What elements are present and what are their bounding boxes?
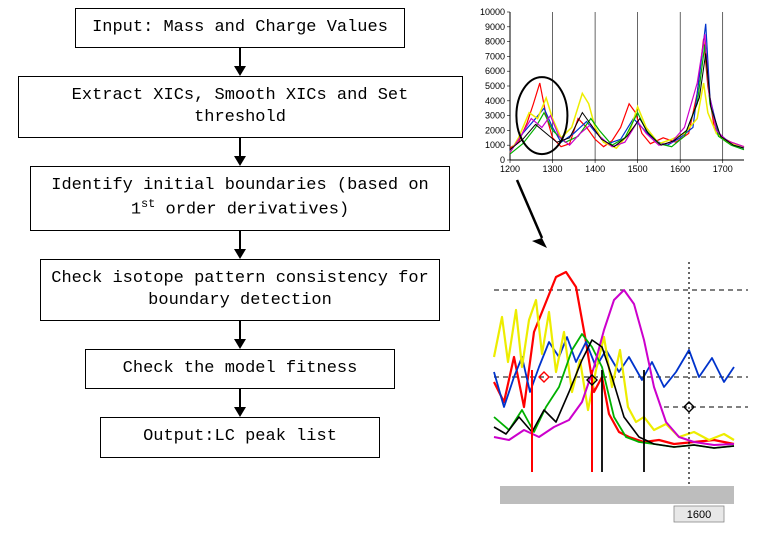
svg-text:9000: 9000	[485, 22, 505, 32]
flowchart: Input: Mass and Charge Values Extract XI…	[15, 8, 465, 458]
svg-text:1600: 1600	[687, 509, 711, 521]
flow-arrow	[15, 48, 465, 76]
flow-box-boundaries: Identify initial boundaries (based on 1s…	[30, 166, 450, 231]
svg-text:6000: 6000	[485, 66, 505, 76]
svg-text:1400: 1400	[585, 164, 605, 174]
flow-box-isotope: Check isotope pattern consistency for bo…	[40, 259, 440, 321]
flow-box3-sup: st	[141, 197, 155, 211]
svg-text:3000: 3000	[485, 111, 505, 121]
spectrum-detail-chart: 1600	[490, 258, 748, 530]
svg-text:8000: 8000	[485, 37, 505, 47]
flow-box-extract: Extract XICs, Smooth XICs and Set thresh…	[18, 76, 463, 138]
flow-arrow	[15, 389, 465, 417]
spectrum-overview-chart: 0100020003000400050006000700080009000100…	[480, 8, 750, 178]
zoom-arrow-icon	[497, 178, 557, 258]
svg-text:4000: 4000	[485, 96, 505, 106]
svg-text:1500: 1500	[628, 164, 648, 174]
flow-box3-text-b: order derivatives)	[155, 201, 349, 220]
flow-box-input: Input: Mass and Charge Values	[75, 8, 405, 48]
svg-text:1700: 1700	[713, 164, 733, 174]
flow-box-output: Output:LC peak list	[100, 417, 380, 457]
svg-text:1000: 1000	[485, 140, 505, 150]
svg-text:7000: 7000	[485, 51, 505, 61]
flow-box-fitness: Check the model fitness	[85, 349, 395, 389]
flow-arrow	[15, 138, 465, 166]
flow-arrow	[15, 231, 465, 259]
svg-text:1300: 1300	[543, 164, 563, 174]
svg-text:10000: 10000	[480, 8, 505, 17]
flow-arrow	[15, 321, 465, 349]
svg-text:2000: 2000	[485, 125, 505, 135]
svg-text:1600: 1600	[670, 164, 690, 174]
svg-text:5000: 5000	[485, 81, 505, 91]
svg-text:1200: 1200	[500, 164, 520, 174]
